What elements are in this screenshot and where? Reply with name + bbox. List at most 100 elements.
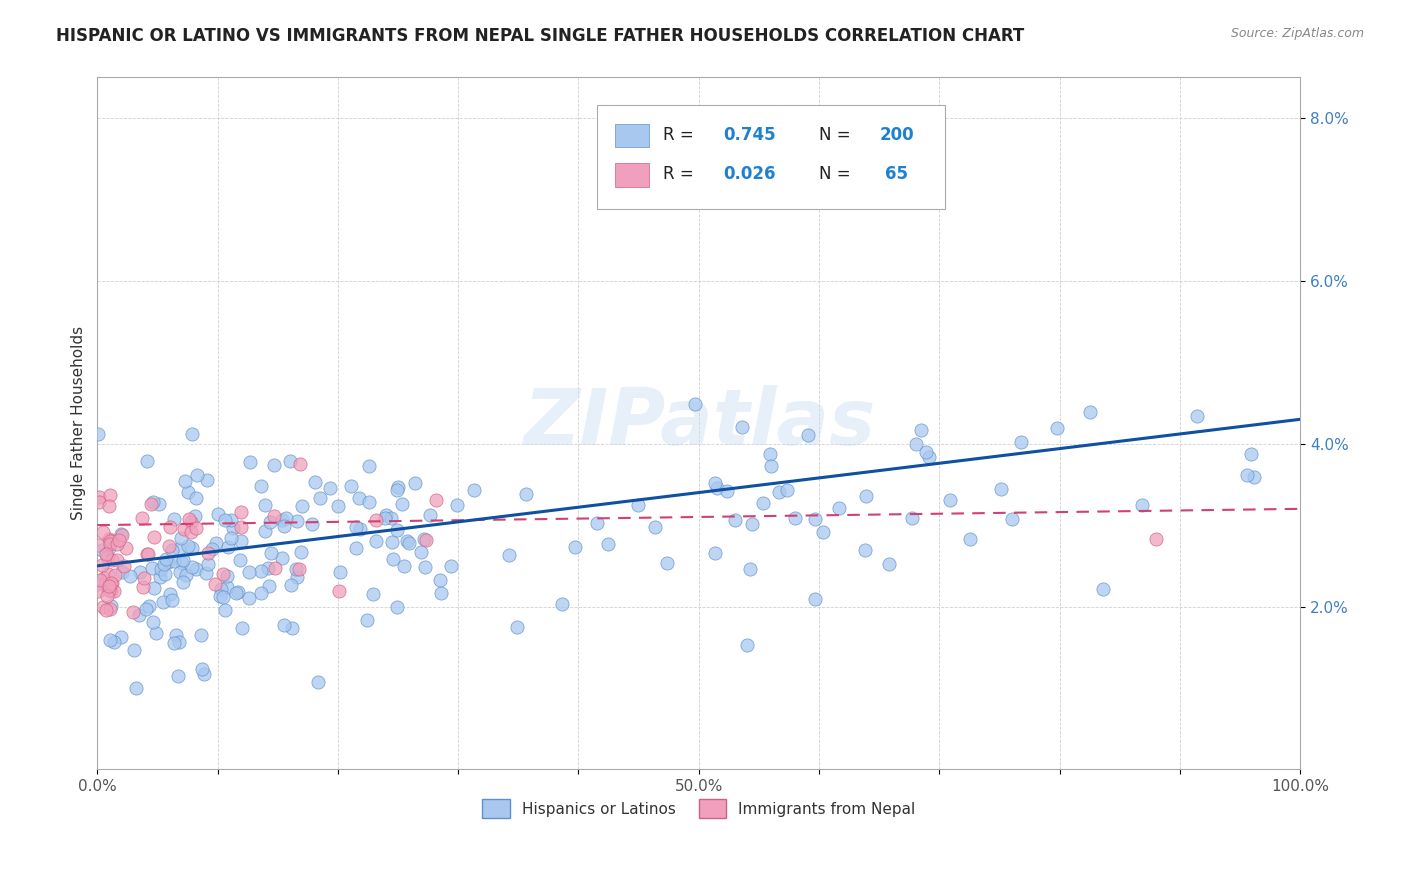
Text: ZIPatlas: ZIPatlas — [523, 385, 875, 461]
Point — [197, 546, 219, 560]
Point — [184, 521, 207, 535]
Point — [180, 525, 202, 540]
Point — [225, 586, 247, 600]
Point — [212, 590, 235, 604]
Point — [274, 510, 297, 524]
Point — [111, 565, 134, 579]
Point — [132, 580, 155, 594]
Point — [97, 533, 120, 547]
Point — [100, 576, 122, 591]
Point — [731, 420, 754, 434]
Point — [90, 542, 112, 557]
Point — [143, 581, 166, 595]
Point — [374, 510, 396, 524]
Point — [122, 605, 145, 619]
Point — [214, 603, 236, 617]
Text: 0.026: 0.026 — [723, 165, 775, 183]
Point — [596, 537, 619, 551]
Point — [853, 542, 876, 557]
Point — [217, 540, 239, 554]
Point — [184, 491, 207, 505]
Point — [87, 491, 110, 505]
Point — [254, 498, 277, 512]
Point — [419, 508, 441, 522]
Point — [205, 536, 228, 550]
Point — [110, 527, 132, 541]
Point — [1046, 421, 1069, 435]
Point — [91, 525, 114, 540]
Point — [959, 532, 981, 546]
Point — [105, 537, 128, 551]
Point — [1010, 435, 1032, 450]
Point — [1236, 467, 1258, 482]
Point — [395, 533, 418, 548]
Point — [138, 599, 160, 613]
Point — [174, 568, 197, 582]
Point — [98, 579, 121, 593]
Point — [768, 485, 790, 500]
Point — [190, 627, 212, 641]
Point — [380, 510, 402, 524]
Point — [159, 587, 181, 601]
Point — [190, 662, 212, 676]
Point — [828, 501, 851, 516]
Point — [173, 574, 195, 589]
Point — [98, 602, 121, 616]
Point — [349, 522, 371, 536]
Point — [209, 582, 232, 596]
Point — [150, 561, 173, 575]
Point — [136, 454, 159, 468]
Point — [89, 573, 111, 587]
Point — [776, 483, 799, 497]
Point — [655, 556, 678, 570]
Point — [910, 423, 932, 437]
Point — [273, 518, 295, 533]
Point — [385, 523, 408, 537]
Point — [759, 447, 782, 461]
Point — [387, 480, 409, 494]
Point — [375, 508, 398, 522]
Point — [128, 608, 150, 623]
Point — [506, 619, 529, 633]
Point — [100, 599, 122, 613]
Point — [156, 555, 179, 569]
Point — [98, 541, 121, 555]
Point — [291, 499, 314, 513]
FancyBboxPatch shape — [614, 163, 650, 186]
Point — [278, 453, 301, 467]
Point — [159, 519, 181, 533]
Point — [135, 601, 157, 615]
Point — [309, 491, 332, 505]
Point — [394, 558, 416, 573]
Point — [704, 546, 727, 560]
Point — [162, 554, 184, 568]
Point — [167, 542, 190, 557]
Point — [413, 559, 436, 574]
Point — [918, 450, 941, 464]
Legend: Hispanics or Latinos, Immigrants from Nepal: Hispanics or Latinos, Immigrants from Ne… — [477, 793, 922, 824]
Point — [229, 534, 252, 549]
Point — [180, 426, 202, 441]
Point — [114, 541, 136, 555]
Point — [285, 570, 308, 584]
Point — [186, 562, 208, 576]
Point — [193, 666, 215, 681]
Point — [98, 583, 121, 598]
Point — [157, 539, 180, 553]
Point — [128, 566, 150, 580]
Point — [96, 590, 118, 604]
Point — [515, 487, 537, 501]
Point — [290, 545, 312, 559]
Point — [226, 585, 249, 599]
Point — [214, 513, 236, 527]
Point — [752, 496, 775, 510]
Point — [177, 484, 200, 499]
Point — [250, 479, 273, 493]
Point — [1001, 512, 1024, 526]
Point — [344, 541, 367, 555]
Point — [1144, 532, 1167, 546]
Point — [180, 515, 202, 529]
Point — [1185, 409, 1208, 423]
Point — [724, 513, 747, 527]
Point — [498, 549, 520, 563]
